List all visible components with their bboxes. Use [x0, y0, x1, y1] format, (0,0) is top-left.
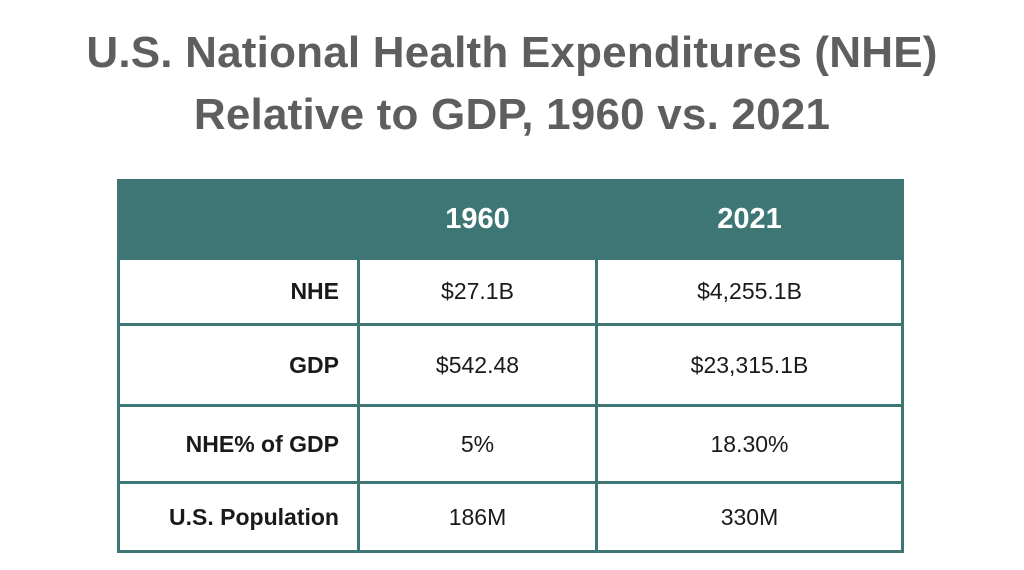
- title-line-1: U.S. National Health Expenditures (NHE): [86, 28, 938, 77]
- table-row-population: U.S. Population 186M 330M: [117, 481, 904, 553]
- table-header-row: 1960 2021: [117, 179, 904, 260]
- header-cell-blank: [117, 179, 360, 260]
- cell-population-2021: 330M: [595, 481, 904, 553]
- title-line-2: Relative to GDP, 1960 vs. 2021: [193, 90, 831, 139]
- cell-nhe-1960: $27.1B: [357, 257, 598, 326]
- row-label-nhe-percent: NHE% of GDP: [117, 404, 360, 484]
- table-row-nhe: NHE $27.1B $4,255.1B: [117, 257, 904, 326]
- page-title: U.S. National Health Expenditures (NHE) …: [0, 22, 1024, 146]
- header-cell-1960: 1960: [357, 179, 598, 260]
- cell-nhe-percent-2021: 18.30%: [595, 404, 904, 484]
- cell-gdp-1960: $542.48: [357, 323, 598, 407]
- table-row-nhe-percent: NHE% of GDP 5% 18.30%: [117, 404, 904, 484]
- row-label-nhe: NHE: [117, 257, 360, 326]
- cell-population-1960: 186M: [357, 481, 598, 553]
- nhe-table: 1960 2021 NHE $27.1B $4,255.1B GDP $542.…: [117, 179, 904, 553]
- cell-nhe-percent-1960: 5%: [357, 404, 598, 484]
- row-label-gdp: GDP: [117, 323, 360, 407]
- table-row-gdp: GDP $542.48 $23,315.1B: [117, 323, 904, 407]
- header-cell-2021: 2021: [595, 179, 904, 260]
- cell-gdp-2021: $23,315.1B: [595, 323, 904, 407]
- cell-nhe-2021: $4,255.1B: [595, 257, 904, 326]
- row-label-population: U.S. Population: [117, 481, 360, 553]
